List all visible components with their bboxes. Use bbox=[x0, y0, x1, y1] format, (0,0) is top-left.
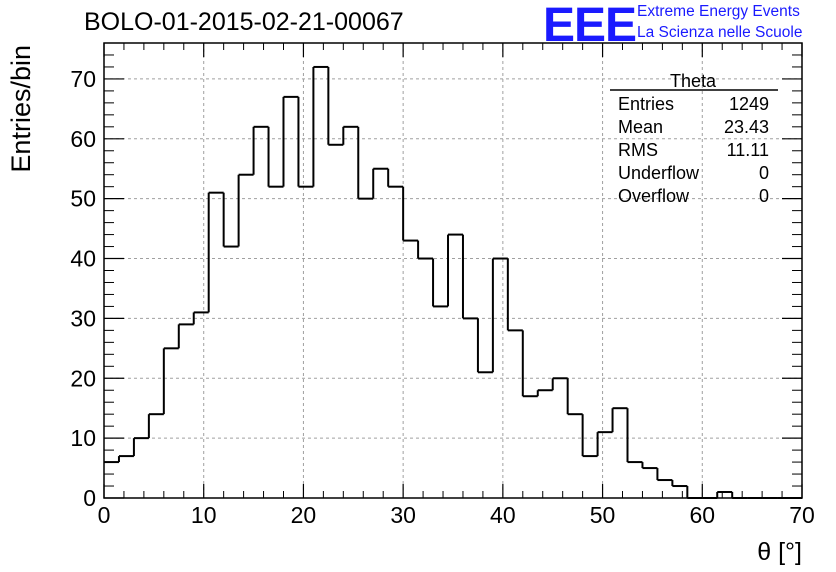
stats-label: RMS bbox=[618, 140, 658, 160]
stats-label: Mean bbox=[618, 117, 663, 137]
y-tick-label: 40 bbox=[70, 246, 96, 272]
y-tick-label: 0 bbox=[83, 485, 96, 511]
x-tick-label: 40 bbox=[490, 502, 516, 528]
x-axis-label: θ [°] bbox=[757, 538, 802, 566]
stats-value: 0 bbox=[759, 186, 769, 206]
x-tick-label: 60 bbox=[689, 502, 715, 528]
y-axis-label: Entries/bin bbox=[6, 45, 36, 173]
y-tick-label: 60 bbox=[70, 126, 96, 152]
x-tick-label: 30 bbox=[390, 502, 416, 528]
stats-box-title: Theta bbox=[670, 71, 717, 91]
x-tick-label: 70 bbox=[789, 502, 815, 528]
y-tick-label: 70 bbox=[70, 66, 96, 92]
stats-value: 23.43 bbox=[724, 117, 769, 137]
stats-label: Entries bbox=[618, 94, 674, 114]
logo-line-2: La Scienza nelle Scuole bbox=[637, 24, 803, 41]
x-tick-label: 20 bbox=[291, 502, 317, 528]
stats-label: Overflow bbox=[618, 186, 690, 206]
stats-value: 1249 bbox=[729, 94, 769, 114]
x-tick-label: 0 bbox=[98, 502, 111, 528]
y-tick-label: 20 bbox=[70, 365, 96, 391]
x-tick-label: 50 bbox=[590, 502, 616, 528]
y-tick-label: 30 bbox=[70, 305, 96, 331]
logo-line-1: Extreme Energy Events bbox=[637, 3, 800, 20]
stats-value: 0 bbox=[759, 163, 769, 183]
y-tick-label: 10 bbox=[70, 425, 96, 451]
stats-value: 11.11 bbox=[727, 140, 769, 160]
chart-title: BOLO-01-2015-02-21-00067 bbox=[84, 8, 404, 36]
y-tick-label: 50 bbox=[70, 186, 96, 212]
stats-label: Underflow bbox=[618, 163, 700, 183]
x-tick-label: 10 bbox=[191, 502, 217, 528]
